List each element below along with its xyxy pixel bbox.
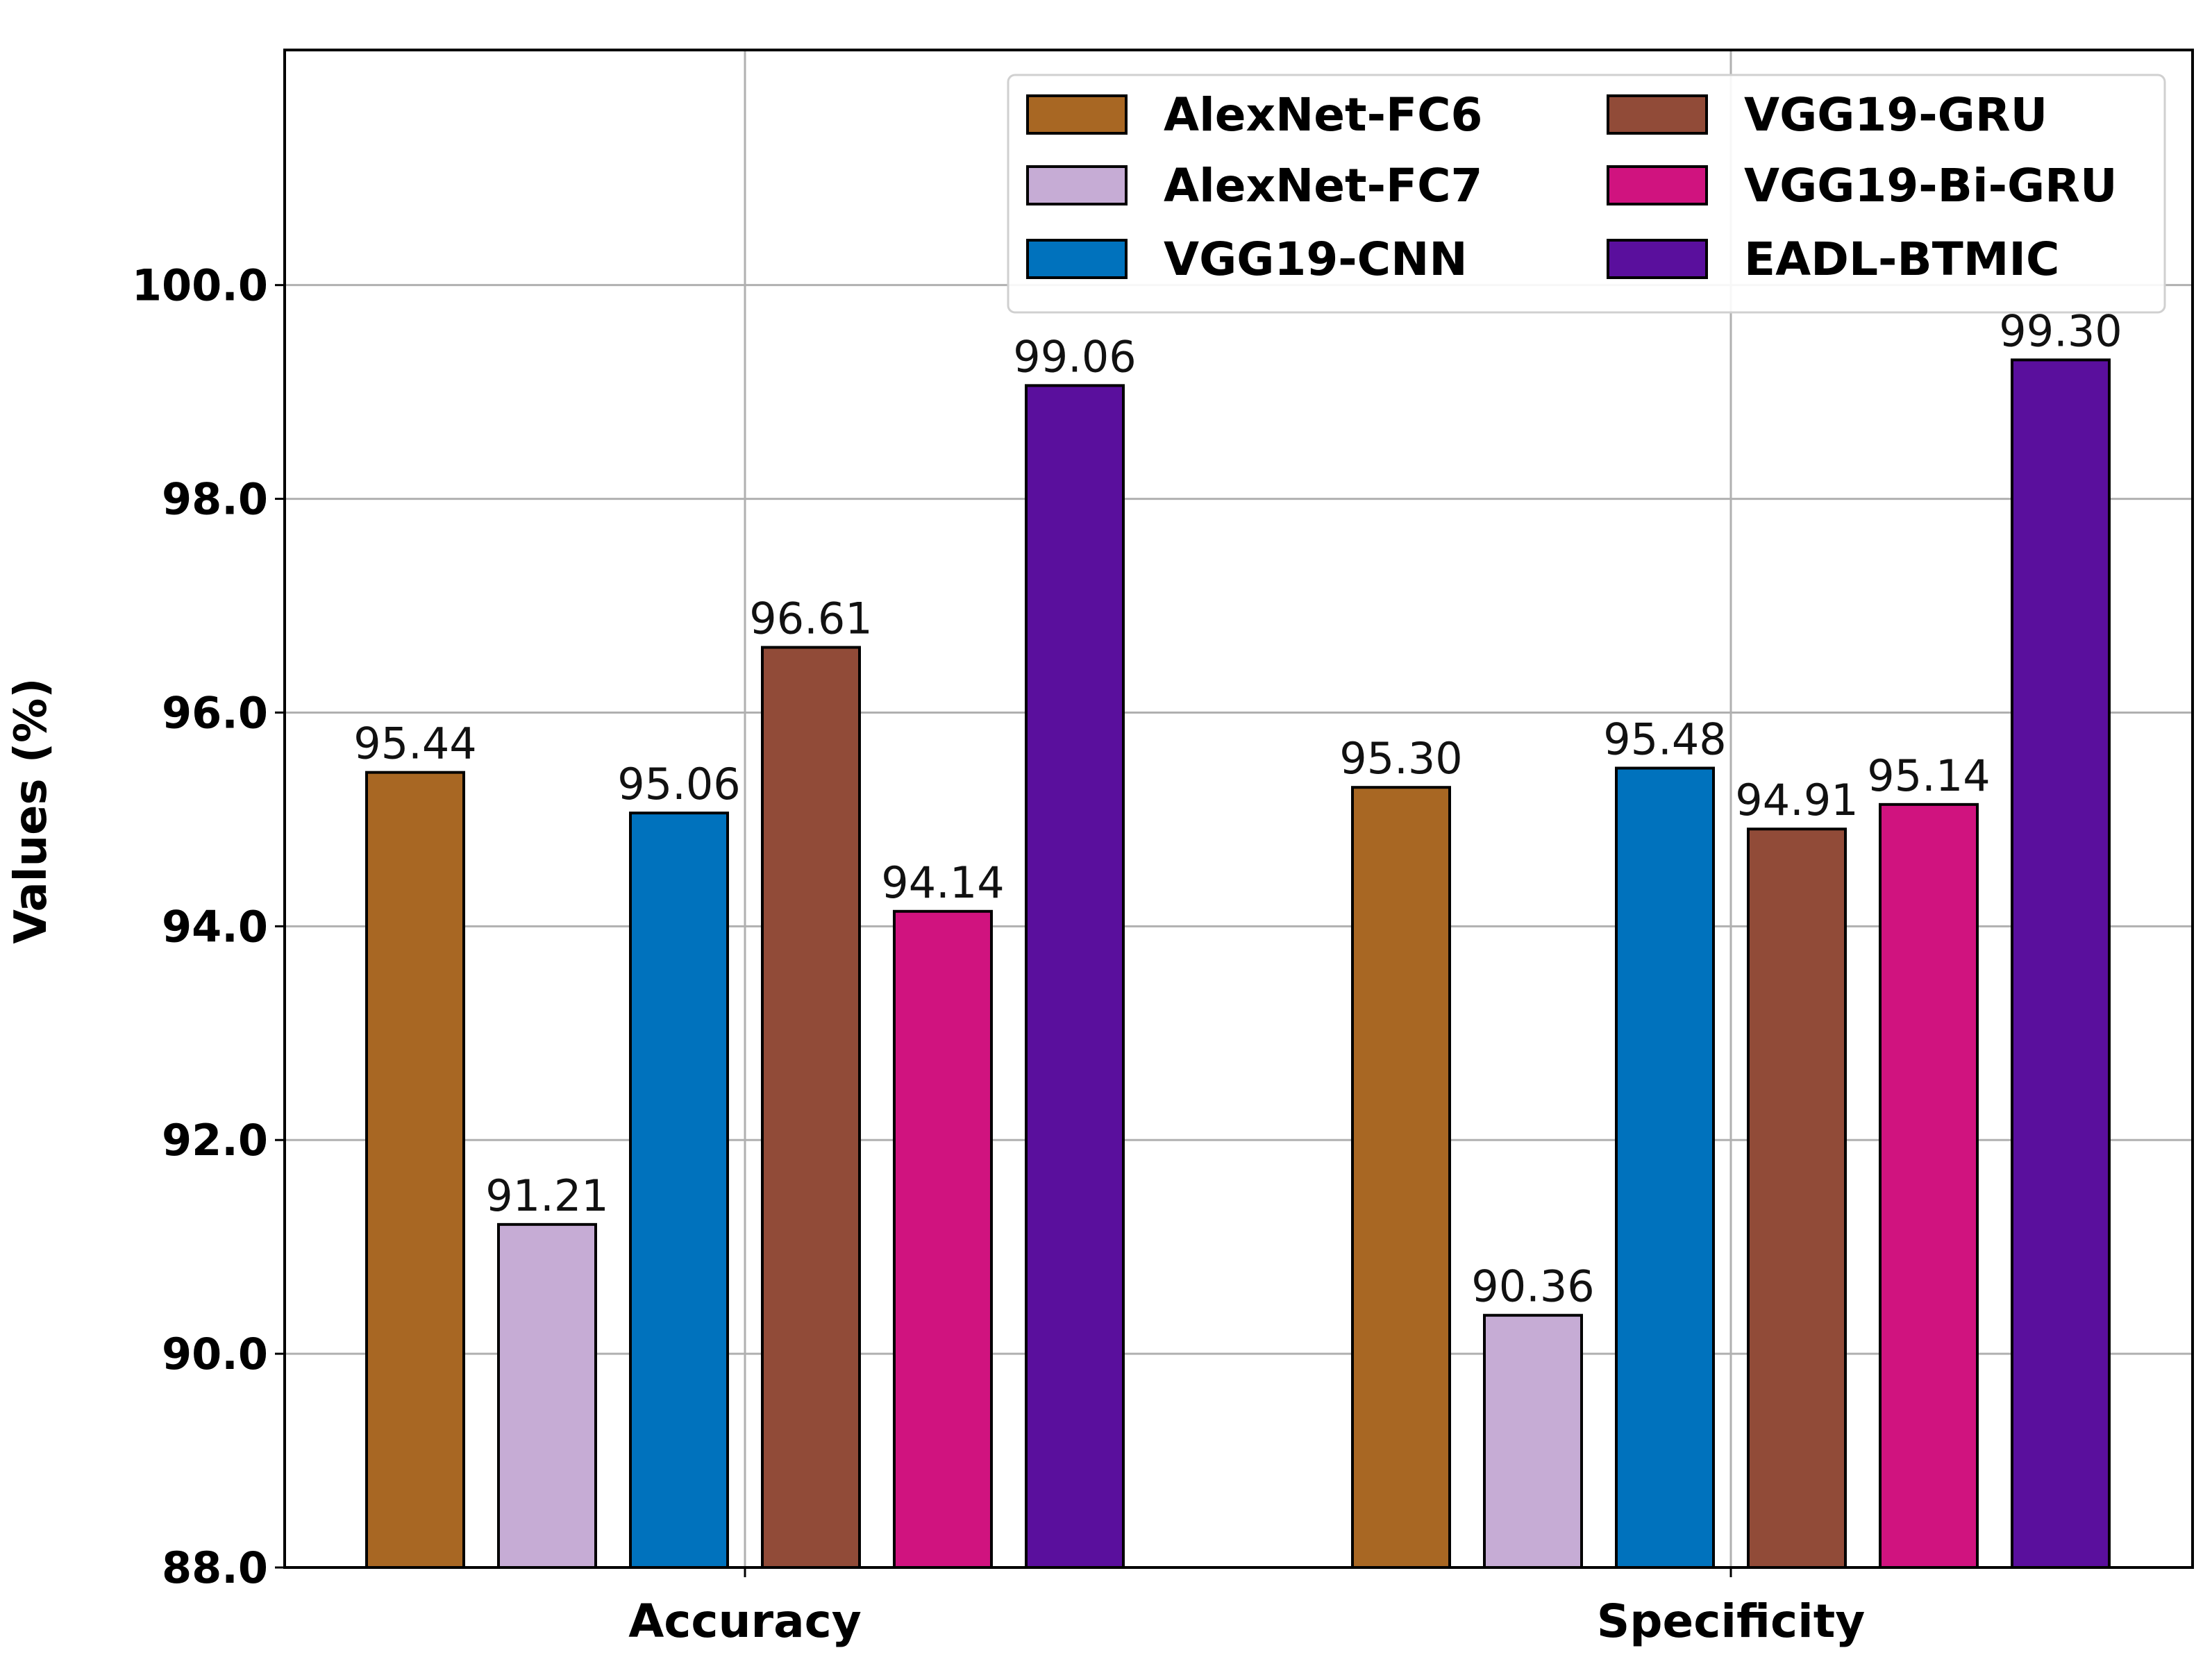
y-tick-label: 94.0	[162, 901, 268, 952]
bar	[893, 909, 993, 1569]
bar	[761, 646, 861, 1569]
bar-value-label: 99.06	[1013, 331, 1137, 382]
bar-value-label: 96.61	[749, 594, 873, 644]
bar-value-label: 95.14	[1867, 750, 1991, 801]
y-tick-label: 100.0	[132, 260, 268, 311]
legend-swatch	[1607, 239, 1708, 279]
legend-swatch	[1607, 94, 1708, 135]
bar	[1351, 786, 1451, 1569]
bar-value-label: 94.14	[881, 857, 1005, 908]
legend-swatch	[1026, 94, 1128, 135]
y-tick-label: 90.0	[162, 1329, 268, 1379]
legend: AlexNet-FC6 AlexNet-FC7 VGG19-CNN VGG19-GRU…	[1007, 74, 2166, 314]
legend-entry-label: AlexNet-FC6	[1164, 88, 1482, 142]
bar	[1025, 384, 1125, 1570]
bar-value-label: 94.91	[1735, 775, 1859, 825]
legend-swatch	[1026, 165, 1128, 205]
bar	[365, 771, 465, 1569]
y-tick-label: 96.0	[162, 687, 268, 738]
bar-value-label: 95.48	[1603, 714, 1727, 765]
legend-entry-label: VGG19-GRU	[1744, 88, 2047, 142]
data-labels: 95.44 95.30 91.21 90.36 95.06 95.48 96.61 94.91…	[353, 305, 2122, 1311]
bar-value-label: 91.21	[485, 1170, 609, 1221]
bar	[1615, 766, 1715, 1569]
y-axis-title: Values (%)	[6, 678, 57, 943]
legend-entry-label: EADL-BTMIC	[1744, 233, 2059, 286]
x-category-label: Accuracy	[628, 1595, 862, 1648]
bar	[1483, 1313, 1583, 1570]
x-category-label: Specificity	[1597, 1595, 1866, 1648]
legend-swatch	[1026, 239, 1128, 279]
bar	[629, 812, 729, 1569]
y-tick-label: 92.0	[162, 1115, 268, 1166]
bar-value-label: 90.36	[1471, 1261, 1595, 1312]
bar	[1879, 802, 1979, 1569]
bar-value-label: 99.30	[1999, 305, 2122, 356]
legend-entry-label: VGG19-Bi-GRU	[1744, 159, 2118, 212]
bar-value-label: 95.44	[353, 718, 477, 769]
bar	[2011, 358, 2111, 1569]
bar	[497, 1222, 597, 1569]
bar-value-label: 95.06	[617, 759, 741, 809]
legend-swatch	[1607, 165, 1708, 205]
legend-box	[1007, 74, 2166, 314]
bar-value-label: 95.30	[1339, 733, 1463, 784]
y-tick-label: 98.0	[162, 474, 268, 525]
y-tick-label: 88.0	[162, 1542, 268, 1593]
axes: 88.0 90.0 92.0 94.0 96.0 98.0 100.0 Accuracy Spe…	[132, 49, 2194, 1648]
legend-entry-label: VGG19-CNN	[1164, 233, 1468, 286]
legend-entry-label: AlexNet-FC7	[1164, 159, 1482, 212]
bar	[1747, 827, 1847, 1569]
bars	[365, 358, 2111, 1570]
plot-frame	[283, 49, 2194, 1569]
